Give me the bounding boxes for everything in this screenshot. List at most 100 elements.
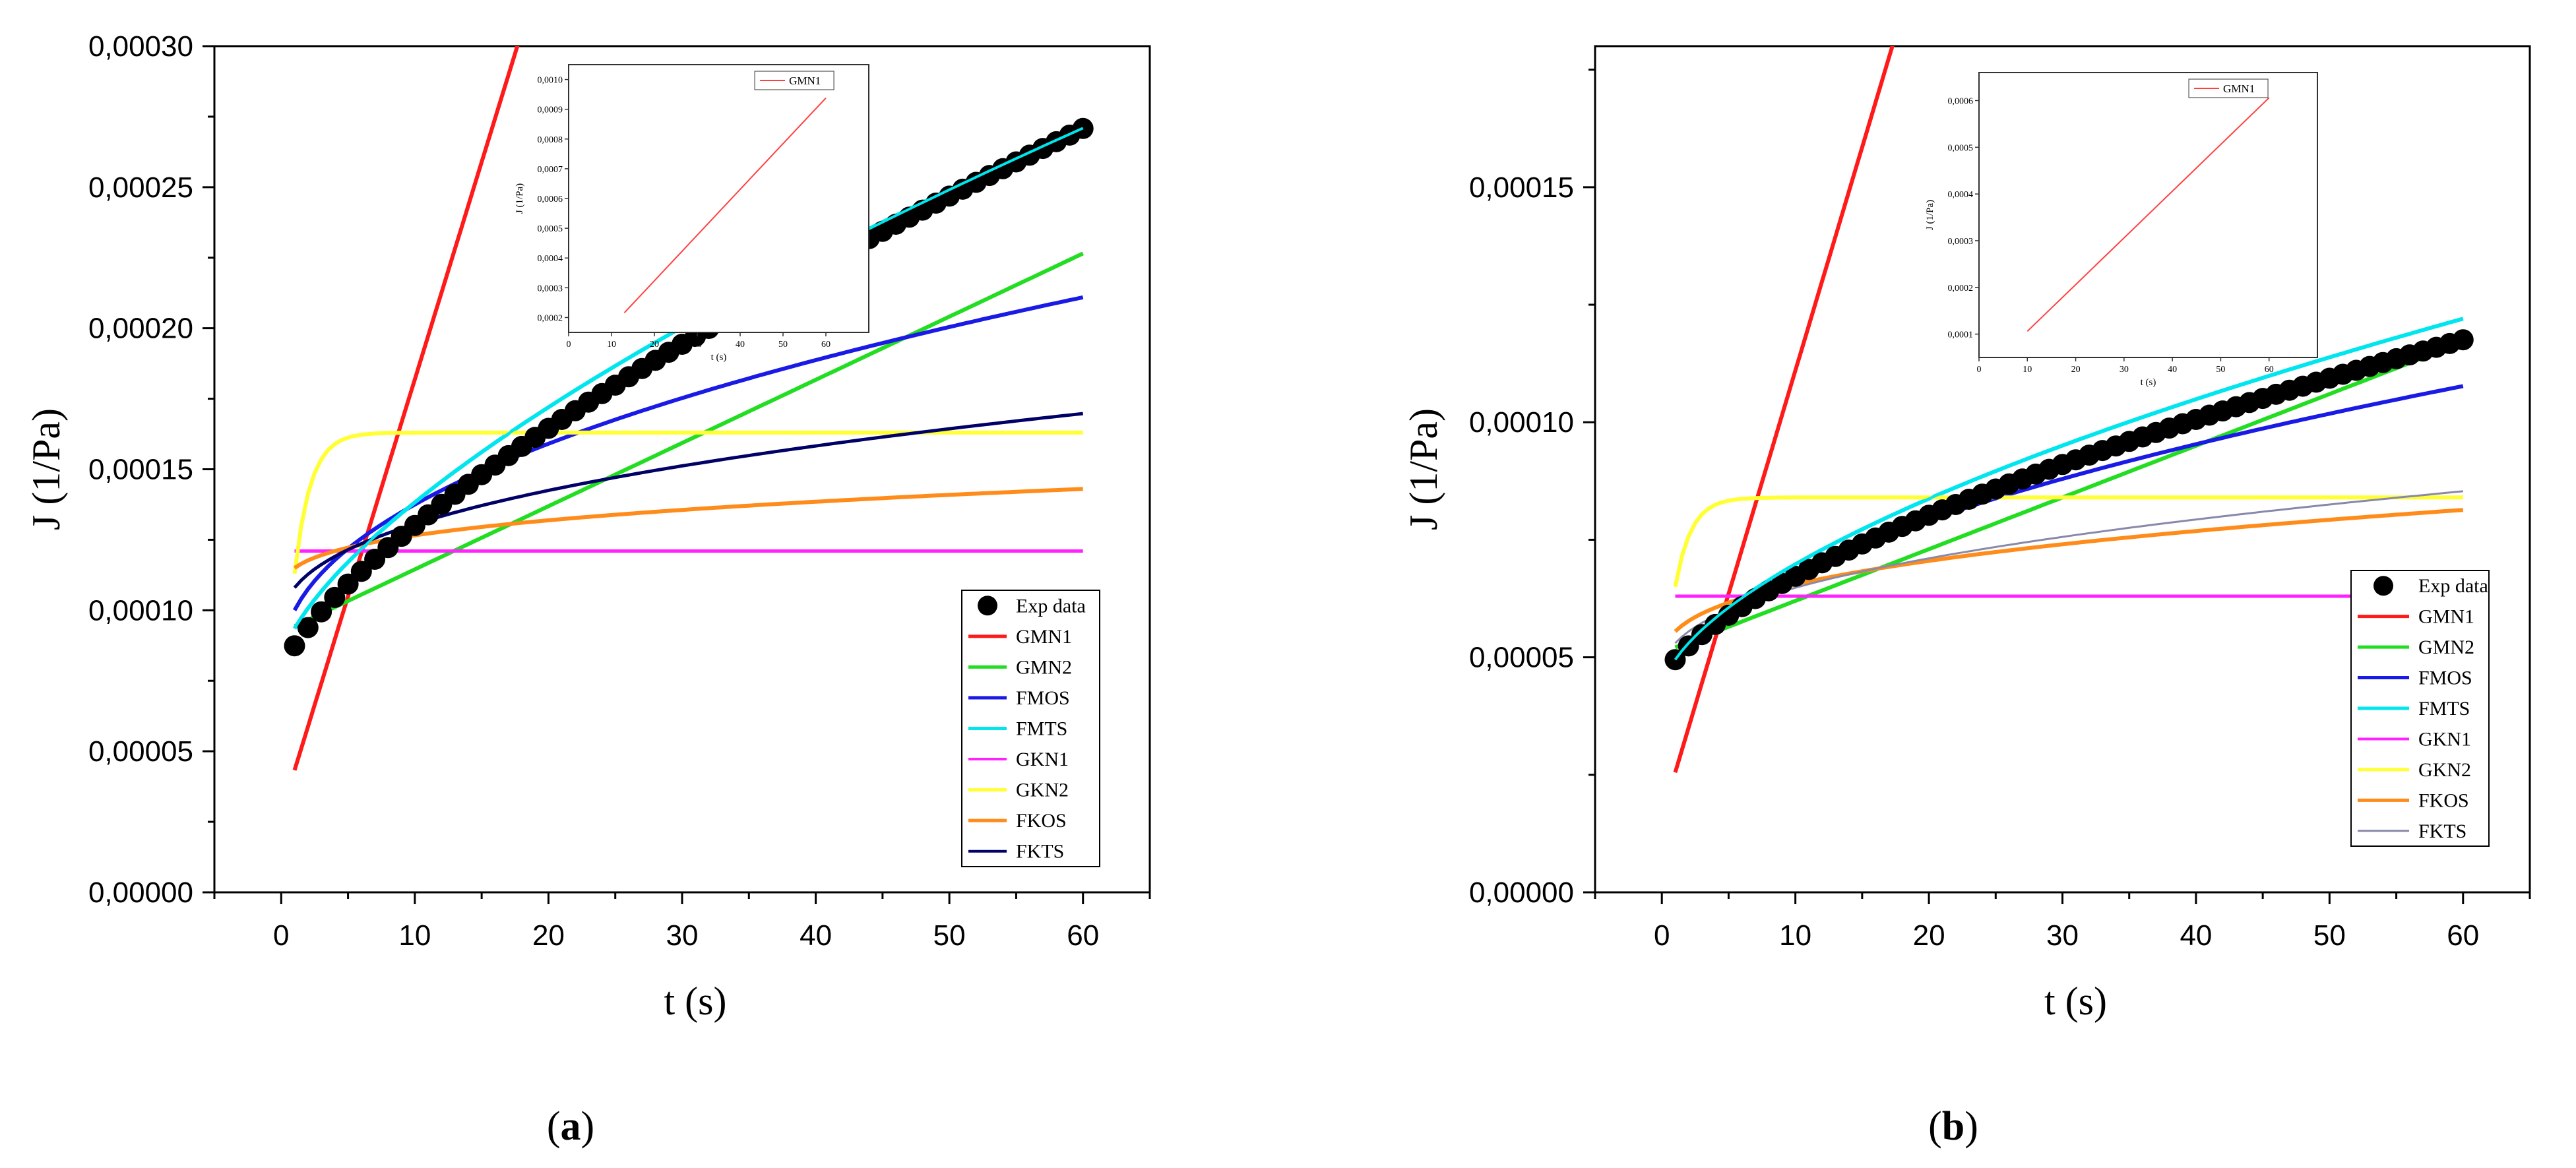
inset-y-tick-label: 0,0002 xyxy=(538,313,563,323)
x-tick-label: 30 xyxy=(2046,919,2079,952)
legend-label: GKN2 xyxy=(2418,759,2471,781)
legend-label: FKOS xyxy=(2418,789,2469,811)
inset-x-tick-label: 50 xyxy=(2216,365,2225,375)
legend-label: GKN1 xyxy=(2418,728,2471,750)
x-axis-title: t (s) xyxy=(2044,979,2107,1023)
y-tick-label: 0,00015 xyxy=(1469,171,1574,204)
inset-y-tick-label: 0,0005 xyxy=(538,224,563,234)
x-tick-label: 10 xyxy=(1779,919,1811,952)
y-axis-title: J (1/Pa) xyxy=(24,408,68,530)
series-line-fmos xyxy=(1674,384,2464,663)
data-point xyxy=(350,561,372,582)
legend-label: GMN2 xyxy=(2418,636,2474,658)
inset-y-tick-label: 0,0004 xyxy=(1948,190,1974,200)
x-axis-title: t (s) xyxy=(664,979,727,1023)
inset-series-line-gmn1 xyxy=(623,97,827,313)
inset-y-tick-label: 0,0005 xyxy=(1948,143,1974,153)
inset-legend-box xyxy=(754,71,834,90)
inset-legend-label: GMN1 xyxy=(2223,82,2255,95)
legend-label: GMN1 xyxy=(1016,626,1072,648)
series-line-gmn2 xyxy=(294,251,1084,629)
data-point xyxy=(324,586,346,608)
inset-x-tick-label: 60 xyxy=(2265,365,2274,375)
legend-label: FMTS xyxy=(2418,698,2470,720)
legend-label: GMN1 xyxy=(2418,606,2474,628)
y-tick-label: 0,00000 xyxy=(1469,876,1574,909)
data-point xyxy=(311,601,332,623)
inset-x-tick-label: 30 xyxy=(693,340,702,350)
inset-x-tick-label: 40 xyxy=(2168,365,2177,375)
y-tick-label: 0,00030 xyxy=(88,30,193,63)
x-tick-label: 40 xyxy=(800,919,832,952)
data-point xyxy=(2452,329,2474,351)
x-tick-label: 20 xyxy=(532,919,565,952)
legend-label: FKOS xyxy=(1016,810,1067,832)
legend-marker-exp-data xyxy=(2373,576,2393,596)
inset-x-tick-label: 20 xyxy=(650,340,659,350)
legend-label: FMOS xyxy=(1016,687,1070,709)
x-tick-label: 50 xyxy=(933,919,966,952)
inset-x-tick-label: 30 xyxy=(2120,365,2129,375)
inset-x-tick-label: 60 xyxy=(821,340,831,350)
panel-label: (b) xyxy=(1928,1104,1978,1149)
legend: Exp data GMN1 GMN2 FMOS FMTS GKN1 GKN2 FKOS FKTS xyxy=(961,590,1100,867)
inset-y-tick-label: 0,0006 xyxy=(1948,96,1974,106)
x-tick-label: 30 xyxy=(666,919,699,952)
x-tick-label: 20 xyxy=(1913,919,1945,952)
inset-frame xyxy=(568,64,869,333)
inset-x-tick-label: 10 xyxy=(2023,365,2032,375)
y-axis-title: J (1/Pa) xyxy=(1402,408,1445,530)
x-tick-label: 0 xyxy=(1654,919,1670,952)
y-tick-label: 0,00010 xyxy=(1469,406,1574,439)
inset-x-tick-label: 0 xyxy=(567,340,571,350)
panel-label-part: b xyxy=(1942,1104,1964,1149)
data-point xyxy=(337,573,359,595)
x-tick-label: 40 xyxy=(2180,919,2212,952)
inset-y-tick-label: 0,0009 xyxy=(538,106,563,115)
legend: Exp data GMN1 GMN2 FMOS FMTS GKN1 GKN2 FKOS FKTS xyxy=(2350,570,2490,847)
chart-panel-a: 0 10 20 30 40 50 60 0,00000 0,00005 0,00010 0,0001… xyxy=(24,30,1151,1149)
inset-x-axis-title: t (s) xyxy=(2141,377,2156,388)
series-line-gmn2 xyxy=(1674,340,2464,650)
inset-y-tick-label: 0,0007 xyxy=(538,165,563,175)
legend-label: GKN1 xyxy=(1016,749,1069,770)
plot-area xyxy=(1664,46,2474,774)
chart-panel-b: 0 10 20 30 40 50 60 0,00000 0,00005 0,00010 0,0001… xyxy=(1402,45,2531,1149)
y-tick-label: 0,00005 xyxy=(1469,642,1574,674)
legend-label: FMTS xyxy=(1016,718,1067,740)
inset-x-tick-label: 20 xyxy=(2071,365,2081,375)
panel-label-part: a xyxy=(561,1104,581,1149)
inset-y-tick-label: 0,0002 xyxy=(1948,284,1974,293)
panel-label-part: ) xyxy=(1964,1104,1978,1149)
series-line-fkos xyxy=(1674,508,2464,633)
legend-label: FKTS xyxy=(2418,820,2466,842)
y-tick-label: 0,00000 xyxy=(88,876,193,909)
legend-label: GMN2 xyxy=(1016,656,1072,678)
inset-chart: 0 10 20 30 40 50 60 0,0002 0,0003 0,0004 0,0005 0,0… xyxy=(515,64,869,363)
series-line-gmn1 xyxy=(1673,46,1895,774)
data-point xyxy=(284,635,305,657)
y-tick-label: 0,00025 xyxy=(88,171,193,204)
legend-label: FMOS xyxy=(2418,667,2472,689)
inset-y-tick-label: 0,0003 xyxy=(1948,237,1974,247)
inset-y-tick-label: 0,0006 xyxy=(538,195,563,204)
inset-x-tick-label: 0 xyxy=(1977,365,1982,375)
inset-series-line-gmn1 xyxy=(2026,97,2270,332)
inset-legend-label: GMN1 xyxy=(789,75,821,87)
legend-label: GKN2 xyxy=(1016,780,1069,801)
x-tick-label: 60 xyxy=(2447,919,2479,952)
y-tick-label: 0,00020 xyxy=(88,313,193,345)
series-line-gkn2 xyxy=(292,430,1083,574)
panel-label: (a) xyxy=(547,1104,594,1149)
x-tick-label: 50 xyxy=(2313,919,2346,952)
y-tick-label: 0,00015 xyxy=(88,454,193,486)
inset-y-axis-title: J (1/Pa) xyxy=(515,183,525,214)
x-tick-label: 10 xyxy=(398,919,431,952)
legend-label: Exp data xyxy=(2418,575,2488,597)
inset-y-tick-label: 0,0008 xyxy=(538,135,563,145)
inset-x-axis-title: t (s) xyxy=(711,352,727,363)
inset-y-tick-label: 0,0004 xyxy=(538,254,563,264)
inset-chart: 0 10 20 30 40 50 60 0,0001 0,0002 0,0003 0,0004 0,0… xyxy=(1925,72,2318,388)
inset-y-tick-label: 0,0003 xyxy=(538,284,563,293)
series-line-fmos xyxy=(292,295,1084,611)
